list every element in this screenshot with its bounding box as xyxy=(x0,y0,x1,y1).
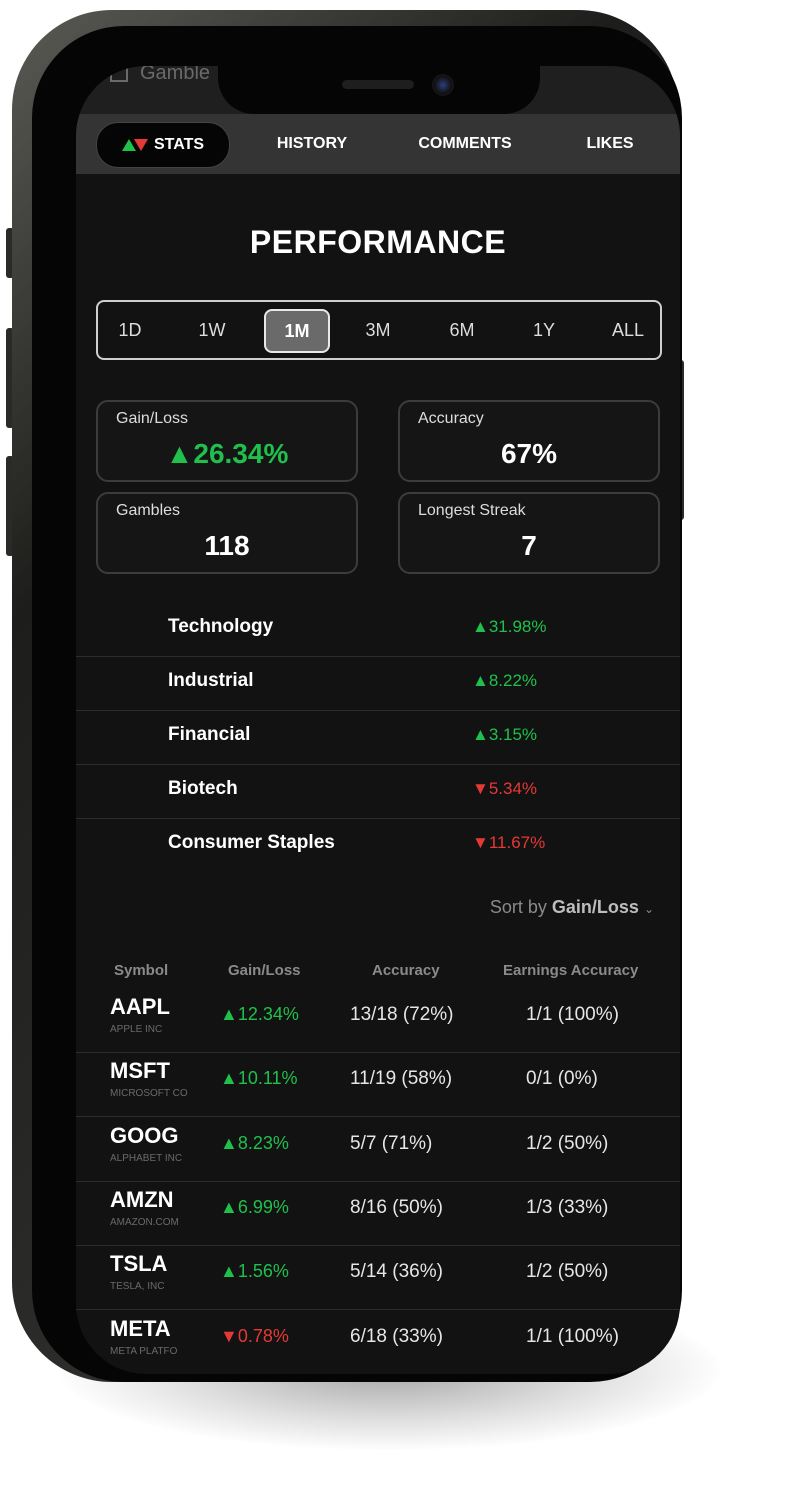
stock-accuracy: 6/18 (33%) xyxy=(350,1326,443,1347)
stock-gain-loss: ▲1.56% xyxy=(220,1261,289,1281)
sector-row[interactable]: Consumer Staples ▼11.67% xyxy=(76,818,680,872)
stock-symbol: AAPL xyxy=(110,994,170,1019)
column-header-symbol[interactable]: Symbol xyxy=(114,962,169,979)
sector-row[interactable]: Technology ▲31.98% xyxy=(76,602,680,657)
stock-earnings-accuracy: 0/1 (0%) xyxy=(526,1068,598,1089)
gain-loss-value: ▲26.34% xyxy=(165,438,289,469)
range-all[interactable]: ALL xyxy=(611,320,645,340)
stock-earnings-accuracy: 1/1 (100%) xyxy=(526,1004,619,1025)
up-down-arrows-icon xyxy=(121,123,148,167)
gain-loss-card: Gain/Loss ▲26.34% xyxy=(96,400,358,482)
stock-gain-loss: ▲8.23% xyxy=(220,1133,289,1153)
stock-name: TESLA, INC xyxy=(110,1281,165,1292)
sort-prefix: Sort by xyxy=(489,897,547,917)
sector-row[interactable]: Industrial ▲8.22% xyxy=(76,656,680,711)
column-header-earnings-accuracy[interactable]: Earnings Accuracy xyxy=(503,962,639,979)
stock-symbol: AMZN xyxy=(110,1187,174,1212)
notch xyxy=(218,38,540,114)
volume-up-button xyxy=(6,328,14,428)
accuracy-card: Accuracy 67% xyxy=(398,400,660,482)
sector-change: ▼5.34% xyxy=(472,779,538,798)
tab-history[interactable]: HISTORY xyxy=(276,135,348,152)
table-row[interactable]: AMZN AMAZON.COM ▲6.99% 8/16 (50%) 1/3 (3… xyxy=(76,1181,680,1246)
tab-stats[interactable]: STATS xyxy=(96,122,230,168)
column-header-accuracy[interactable]: Accuracy xyxy=(372,962,440,979)
stock-accuracy: 13/18 (72%) xyxy=(350,1004,454,1025)
sector-change: ▲8.22% xyxy=(472,671,538,690)
stock-symbol: META xyxy=(110,1316,171,1341)
stock-gain-loss: ▲10.11% xyxy=(220,1068,298,1088)
stat-label: Accuracy xyxy=(418,410,484,427)
tab-label: STATS xyxy=(153,136,205,153)
sector-change: ▲31.98% xyxy=(472,617,547,636)
sector-name: Biotech xyxy=(168,778,238,799)
stock-gain-loss: ▲12.34% xyxy=(220,1004,299,1024)
longest-streak-value: 7 xyxy=(521,530,537,561)
stock-accuracy: 8/16 (50%) xyxy=(350,1197,443,1218)
table-row[interactable]: AAPL APPLE INC ▲12.34% 13/18 (72%) 1/1 (… xyxy=(76,988,680,1053)
sort-field: Gain/Loss xyxy=(551,897,639,917)
sector-name: Financial xyxy=(168,724,251,745)
back-icon[interactable] xyxy=(110,66,128,82)
chevron-down-icon: ⌄ xyxy=(643,902,654,916)
front-camera xyxy=(432,74,454,96)
stock-earnings-accuracy: 1/1 (100%) xyxy=(526,1326,619,1347)
stat-label: Gambles xyxy=(116,502,181,519)
gambles-card: Gambles 118 xyxy=(96,492,358,574)
sector-name: Industrial xyxy=(168,670,254,691)
table-row[interactable]: META META PLATFO ▼0.78% 6/18 (33%) 1/1 (… xyxy=(76,1310,680,1374)
phone-frame: Gamble STATS HISTORY COMMENTS LIKES PERF… xyxy=(12,10,682,1382)
stock-symbol: TSLA xyxy=(110,1251,168,1276)
tab-bar: STATS HISTORY COMMENTS LIKES xyxy=(76,114,680,174)
longest-streak-card: Longest Streak 7 xyxy=(398,492,660,574)
stat-label: Longest Streak xyxy=(418,502,526,519)
range-1y[interactable]: 1Y xyxy=(532,320,556,340)
table-row[interactable]: GOOG ALPHABET INC ▲8.23% 5/7 (71%) 1/2 (… xyxy=(76,1117,680,1182)
stock-earnings-accuracy: 1/2 (50%) xyxy=(526,1261,609,1282)
phone-bezel: Gamble STATS HISTORY COMMENTS LIKES PERF… xyxy=(32,26,682,1382)
sector-change: ▲3.15% xyxy=(472,725,538,744)
range-1m[interactable]: 1M xyxy=(264,309,330,353)
stock-name: APPLE INC xyxy=(110,1024,163,1035)
stock-symbol: MSFT xyxy=(110,1058,170,1083)
volume-down-button xyxy=(6,456,14,556)
table-row[interactable]: MSFT MICROSOFT CO ▲10.11% 11/19 (58%) 0/… xyxy=(76,1052,680,1117)
time-range-selector: 1D 1W 1M 3M 6M 1Y ALL xyxy=(96,300,662,360)
stat-label: Gain/Loss xyxy=(116,410,189,427)
column-header-gain-loss[interactable]: Gain/Loss xyxy=(228,962,301,979)
sort-dropdown[interactable]: Sort by Gain/Loss ⌄ xyxy=(490,897,654,918)
stock-earnings-accuracy: 1/2 (50%) xyxy=(526,1133,609,1154)
range-3m[interactable]: 3M xyxy=(365,320,391,340)
tab-likes[interactable]: LIKES xyxy=(586,135,634,152)
stock-name: MICROSOFT CO xyxy=(110,1088,188,1099)
tab-comments[interactable]: COMMENTS xyxy=(418,135,512,152)
stock-accuracy: 5/7 (71%) xyxy=(350,1133,433,1154)
stock-accuracy: 11/19 (58%) xyxy=(350,1068,453,1089)
mute-switch xyxy=(6,228,14,278)
stock-accuracy: 5/14 (36%) xyxy=(350,1261,443,1282)
stock-earnings-accuracy: 1/3 (33%) xyxy=(526,1197,609,1218)
table-row[interactable]: TSLA TESLA, INC ▲1.56% 5/14 (36%) 1/2 (5… xyxy=(76,1245,680,1310)
stock-name: ALPHABET INC xyxy=(110,1153,183,1164)
range-1w[interactable]: 1W xyxy=(198,320,226,340)
stock-name: AMAZON.COM xyxy=(110,1217,179,1228)
sector-name: Technology xyxy=(168,616,274,637)
performance-title: PERFORMANCE xyxy=(249,224,507,260)
range-1d[interactable]: 1D xyxy=(118,320,142,340)
sector-name: Consumer Staples xyxy=(168,832,335,853)
stock-gain-loss: ▲6.99% xyxy=(220,1197,289,1217)
app-screen: Gamble STATS HISTORY COMMENTS LIKES PERF… xyxy=(76,66,680,1374)
page-title: Gamble xyxy=(140,66,211,84)
stock-symbol: GOOG xyxy=(110,1123,179,1148)
speaker-grille xyxy=(342,80,414,89)
stock-name: META PLATFO xyxy=(110,1346,178,1357)
sector-change: ▼11.67% xyxy=(472,833,546,852)
gambles-value: 118 xyxy=(204,530,250,561)
sector-row[interactable]: Biotech ▼5.34% xyxy=(76,764,680,819)
sector-row[interactable]: Financial ▲3.15% xyxy=(76,710,680,765)
range-6m[interactable]: 6M xyxy=(449,320,475,340)
accuracy-value: 67% xyxy=(500,438,558,469)
stock-gain-loss: ▼0.78% xyxy=(220,1326,289,1346)
